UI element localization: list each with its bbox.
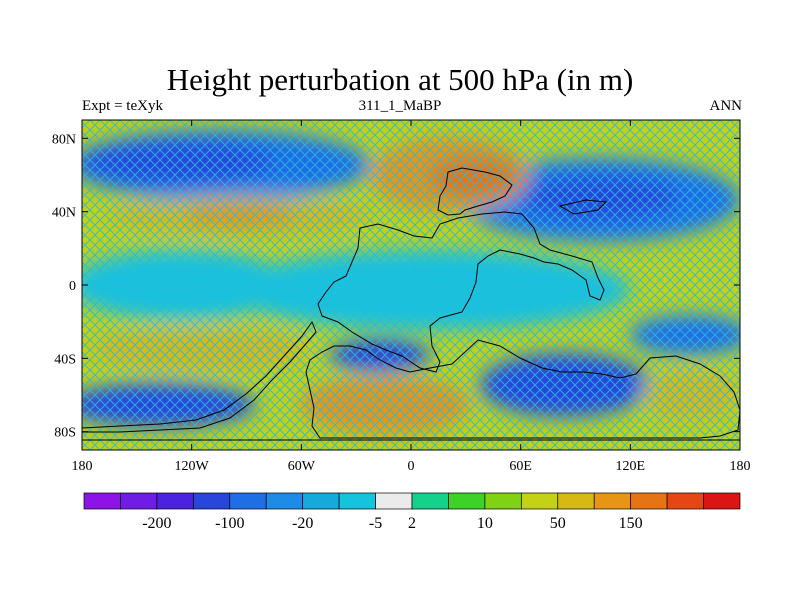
colorbar-box [338,492,376,510]
colorbar-box [557,492,595,510]
coastline-southern-continent [305,339,740,439]
y-tick-label: 80S [54,426,76,441]
x-tick-label: 180 [72,459,93,474]
colorbar-box [156,492,194,510]
coastline-western-margin [82,320,317,433]
x-tick-label: 120W [175,459,210,474]
coastline-arctic-island [558,199,608,215]
y-tick-label: 40N [52,206,76,221]
y-tick-label: 40S [54,352,76,367]
experiment-label: Expt = teXyk [82,98,163,114]
hatch-overlay [82,120,740,450]
colorbar-box [120,492,158,510]
period-label: 311_1_MaBP [358,98,442,114]
colorbar-box [666,492,704,510]
colorbar-label: -20 [292,515,313,532]
coastline-main-continent [317,211,605,373]
colorbar-box [630,492,668,510]
colorbar: -200 -100 -20 -5 2 10 50 150 [83,492,741,532]
x-tick-label: 60W [288,459,316,474]
colorbar-label: 50 [550,515,566,532]
x-tick-label: 180 [730,459,751,474]
y-tick-label: 80N [52,132,76,147]
x-tick-label: 120E [616,459,646,474]
colorbar-box [83,492,121,510]
colorbar-label: 150 [619,515,643,532]
colorbar-box [593,492,632,510]
colorbar-box [192,492,231,510]
axis-layer: 80N 40N 0 40S 80S 180 120W 60W 0 60E 120E 180 [52,120,751,474]
colorbar-box [265,492,304,510]
colorbar-label: 2 [408,515,416,532]
coastline-eurasia-africa [437,167,513,216]
x-tick-label: 60E [509,459,532,474]
colorbar-label: -100 [215,515,244,532]
colorbar-box [411,492,449,510]
colorbar-box [375,492,413,510]
colorbar-label: 10 [477,515,493,532]
season-label: ANN [709,98,743,114]
colorbar-box [229,492,267,510]
coastlines [82,167,740,441]
colorbar-label: -200 [142,515,171,532]
colorbar-box [484,492,522,510]
map-title: Height perturbation at 500 hPa (in m) [166,62,634,97]
colorbar-box [703,492,741,510]
colorbar-box [302,492,340,510]
y-tick-label: 0 [69,279,76,294]
map-panel [82,120,740,450]
colorbar-box [520,492,559,510]
colorbar-label: -5 [369,515,382,532]
x-tick-label: 0 [408,459,415,474]
colorbar-box [448,492,486,510]
